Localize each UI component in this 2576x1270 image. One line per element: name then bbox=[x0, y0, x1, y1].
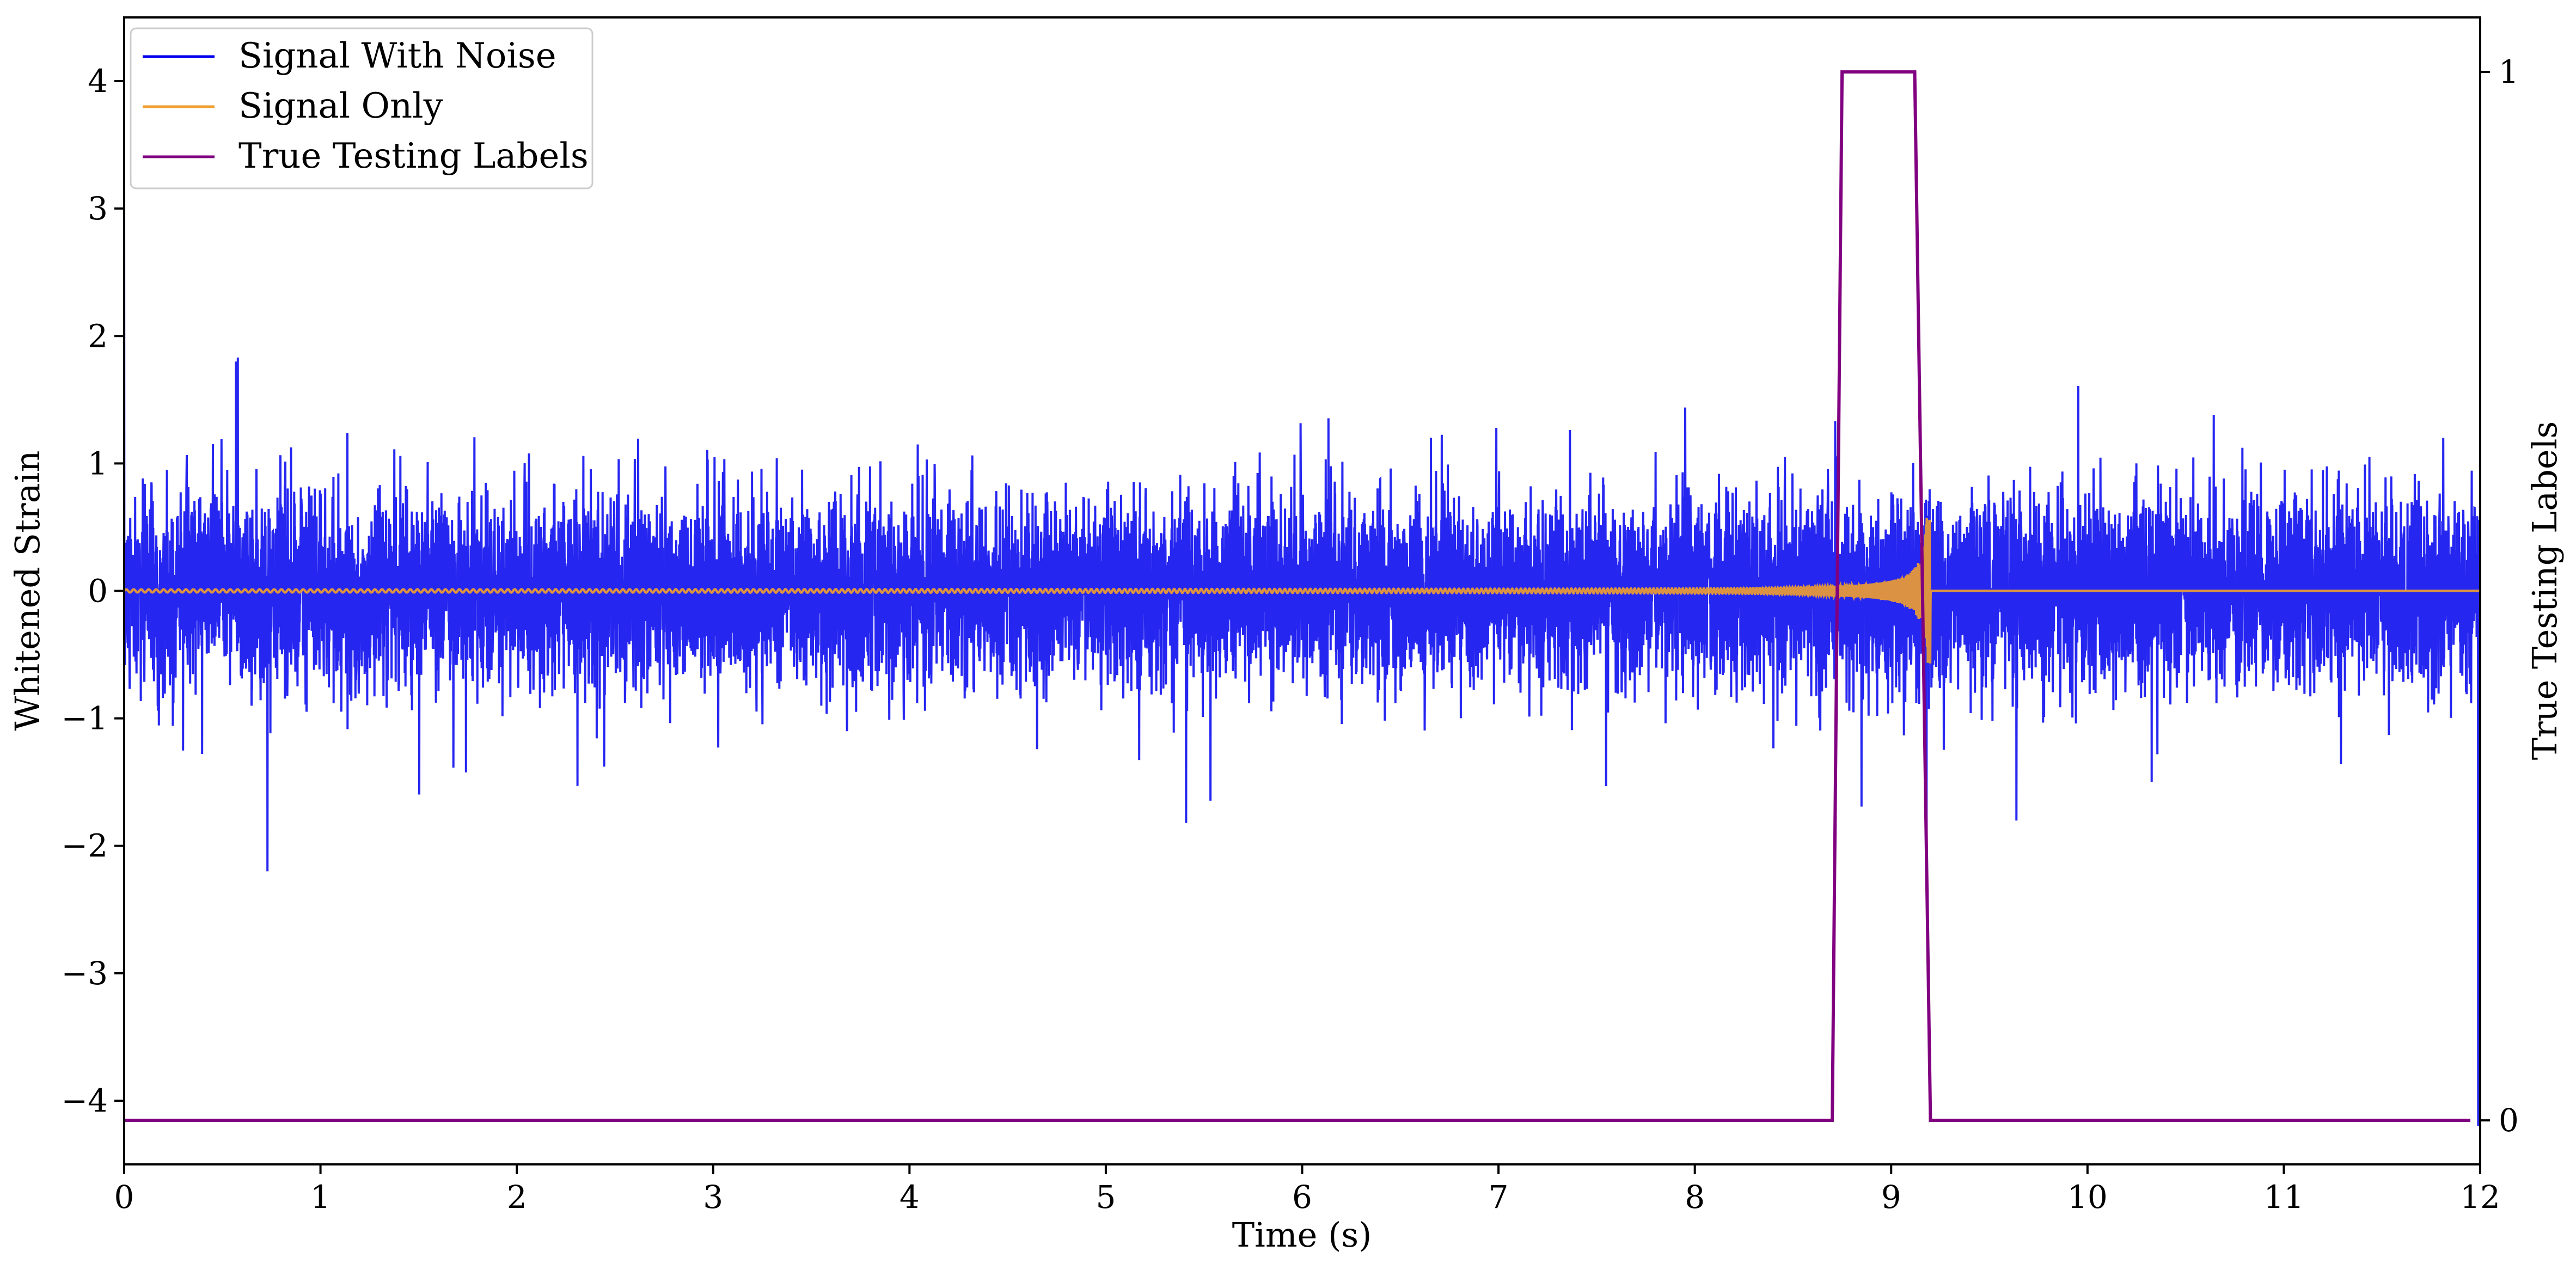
series-signal-only bbox=[124, 518, 2480, 664]
y-tick-label: −4 bbox=[62, 1082, 108, 1119]
y-tick-label: 3 bbox=[88, 190, 108, 227]
y-tick-label: −2 bbox=[62, 827, 108, 864]
x-tick-label: 1 bbox=[310, 1179, 331, 1216]
y-tick-label: −1 bbox=[62, 700, 108, 737]
y-tick-label: −3 bbox=[62, 955, 108, 992]
x-tick-label: 6 bbox=[1292, 1179, 1312, 1216]
y-tick-label: 4 bbox=[88, 63, 108, 100]
x-tick-label: 3 bbox=[703, 1179, 723, 1216]
x-tick-label: 4 bbox=[900, 1179, 920, 1216]
x-tick-label: 7 bbox=[1489, 1179, 1509, 1216]
x-tick-label: 10 bbox=[2067, 1179, 2108, 1216]
y-tick-label: 0 bbox=[88, 573, 108, 610]
legend-box bbox=[130, 27, 593, 189]
x-tick-label: 2 bbox=[507, 1179, 527, 1216]
x-tick-label: 5 bbox=[1096, 1179, 1116, 1216]
y-axis-label: Whitened Strain bbox=[8, 451, 47, 731]
y-axis-left: 4 3 2 1 0 −1 −2 −3 −4 bbox=[62, 63, 124, 1119]
x-tick-label: 8 bbox=[1685, 1179, 1705, 1216]
y-tick-label: 1 bbox=[88, 445, 108, 482]
series-layer bbox=[124, 70, 2480, 1126]
x-tick-label: 12 bbox=[2460, 1179, 2500, 1216]
y-tick-label: 2 bbox=[88, 317, 108, 354]
y-axis-label-right: True Testing Labels bbox=[2525, 421, 2565, 760]
series-true-testing-labels bbox=[124, 70, 2470, 1122]
x-tick-label: 0 bbox=[114, 1179, 134, 1216]
x-tick-label: 9 bbox=[1881, 1179, 1901, 1216]
legend-label-true-testing-labels: True Testing Labels bbox=[238, 136, 589, 176]
x-axis-label: Time (s) bbox=[1232, 1215, 1372, 1255]
x-axis: 0 1 2 3 4 5 6 7 8 9 10 11 12 bbox=[114, 1164, 2500, 1216]
x-tick-label: 11 bbox=[2264, 1179, 2304, 1216]
y-right-tick-label: 0 bbox=[2499, 1102, 2519, 1139]
y-axis-right: 10 bbox=[2480, 53, 2519, 1139]
legend-label-signal-only: Signal Only bbox=[238, 86, 443, 126]
legend: Signal With Noise Signal Only True Testi… bbox=[130, 27, 593, 189]
y-right-tick-label: 1 bbox=[2499, 53, 2519, 90]
legend-label-signal-with-noise: Signal With Noise bbox=[238, 36, 556, 76]
series-signal-with-noise bbox=[124, 183, 2480, 1126]
